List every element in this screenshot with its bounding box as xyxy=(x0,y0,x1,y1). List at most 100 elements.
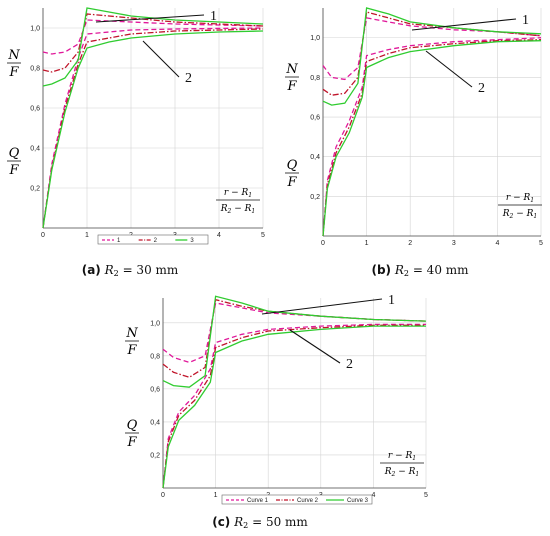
y-tick-label: 0,8 xyxy=(150,353,160,360)
y-tick-label: 0,6 xyxy=(30,106,40,113)
series-line-1-q xyxy=(322,37,542,237)
annotation-pointer-2 xyxy=(425,50,473,88)
panel-label: (a) xyxy=(82,263,101,277)
caption-variable: R xyxy=(233,515,243,529)
x-tick-label: 1 xyxy=(85,232,89,239)
y-label-numerator: Q xyxy=(127,418,138,433)
y-label-denominator: F xyxy=(286,175,297,190)
series-line-3-n xyxy=(322,7,542,106)
y-label-numerator: Q xyxy=(287,158,298,173)
caption-subscript: 2 xyxy=(243,521,248,530)
legend-box xyxy=(97,234,209,245)
x-label-num-sub: 1 xyxy=(248,192,252,199)
legend-box xyxy=(221,494,373,505)
y-tick-label: 0,2 xyxy=(30,186,40,193)
caption-value: = 50 mm xyxy=(248,515,308,529)
y-tick-label: 1,0 xyxy=(310,35,320,42)
y-label-denominator: F xyxy=(286,79,297,94)
series-line-3-q xyxy=(322,40,542,237)
panel-caption: (c) R2 = 50 mm xyxy=(212,515,308,530)
x-label-num-sub: 1 xyxy=(412,455,416,462)
x-label-den-b-sub: 1 xyxy=(251,208,255,215)
series-line-2-n xyxy=(42,13,264,73)
legend: 1 2 3 xyxy=(97,234,209,245)
x-label-den-a: R xyxy=(384,467,392,477)
x-label-den-a-sub: 2 xyxy=(509,213,514,220)
x-label-num-text: r − R xyxy=(506,193,531,203)
caption-subscript: 2 xyxy=(404,269,409,278)
legend-label-2: Curve 2 xyxy=(297,498,319,504)
y-label-denominator: F xyxy=(126,435,137,450)
series-line-2-q xyxy=(42,28,264,229)
annotation-pointer-2 xyxy=(142,40,180,78)
caption-subscript: 2 xyxy=(114,269,119,278)
x-label-den-a-sub: 2 xyxy=(391,471,396,478)
x-label-den-a: R xyxy=(502,209,510,219)
x-label-denominator: R2 − R1 xyxy=(502,209,537,220)
legend-label-3: 3 xyxy=(190,238,194,244)
x-label-den-b: − R xyxy=(395,467,415,477)
annotation-pointer-1 xyxy=(261,298,383,315)
x-label-den-a-sub: 2 xyxy=(227,208,232,215)
y-tick-label: 0,4 xyxy=(150,419,160,426)
series-line-1-q xyxy=(42,27,264,229)
y-label-denominator: F xyxy=(8,65,19,80)
x-label-numerator: r − R1 xyxy=(224,188,252,199)
x-label-denominator: R2 − R1 xyxy=(384,467,419,478)
x-tick-label: 0 xyxy=(161,492,165,499)
series-line-2-q xyxy=(162,324,426,489)
series-line-1-n xyxy=(322,17,542,81)
panel-label: (b) xyxy=(371,263,391,277)
legend-label-3: Curve 3 xyxy=(347,498,369,504)
x-label-num-text: r − R xyxy=(224,188,249,198)
series-line-2-n xyxy=(162,298,427,379)
x-tick-label: 4 xyxy=(495,240,499,247)
y-tick-label: 1,0 xyxy=(150,320,160,327)
x-tick-label: 1 xyxy=(214,492,218,499)
series-line-3-q xyxy=(42,30,264,229)
annotation-label-2: 2 xyxy=(346,357,353,372)
x-label-num-sub: 1 xyxy=(530,197,534,204)
annotation-pointer-1 xyxy=(411,18,517,31)
caption-value: = 40 mm xyxy=(409,263,469,277)
annotation-label-1: 1 xyxy=(522,13,529,28)
x-tick-label: 0 xyxy=(321,240,325,247)
y-tick-label: 0,2 xyxy=(150,452,160,459)
y-label-numerator: Q xyxy=(9,146,20,161)
x-label-den-a: R xyxy=(220,204,228,214)
y-tick-label: 0,4 xyxy=(310,154,320,161)
y-tick-label: 0,6 xyxy=(310,115,320,122)
x-label-denominator: R2 − R1 xyxy=(220,204,255,215)
caption-variable: R xyxy=(394,263,404,277)
series-line-3-n xyxy=(42,7,264,87)
x-tick-label: 0 xyxy=(41,232,45,239)
x-label-den-b-sub: 1 xyxy=(533,213,537,220)
x-tick-label: 5 xyxy=(261,232,265,239)
x-tick-label: 3 xyxy=(452,240,456,247)
series-line-3-q xyxy=(162,325,426,489)
legend-label-2: 2 xyxy=(154,238,158,244)
caption-variable: R xyxy=(104,263,114,277)
x-label-numerator: r − R1 xyxy=(506,193,534,204)
annotation-label-2: 2 xyxy=(185,71,192,86)
x-label-den-b: − R xyxy=(513,209,533,219)
panel-caption: (a) R2 = 30 mm xyxy=(82,263,179,278)
series-line-2-q xyxy=(322,39,542,237)
y-tick-label: 0,4 xyxy=(30,146,40,153)
legend-label-1: Curve 1 xyxy=(247,498,269,504)
y-tick-label: 0,6 xyxy=(150,386,160,393)
annotation-pointer-1 xyxy=(95,14,205,23)
annotation-pointer-2 xyxy=(289,329,341,364)
annotation-label-2: 2 xyxy=(478,81,485,96)
y-label-numerator: N xyxy=(7,48,20,63)
legend: Curve 1 Curve 2 Curve 3 xyxy=(221,494,373,505)
annotation-label-1: 1 xyxy=(210,9,217,24)
annotation-label-1: 1 xyxy=(388,293,395,308)
series-line-1-n xyxy=(42,19,264,55)
y-label-denominator: F xyxy=(8,163,19,178)
x-tick-label: 2 xyxy=(408,240,412,247)
legend-label-1: 1 xyxy=(117,238,121,244)
